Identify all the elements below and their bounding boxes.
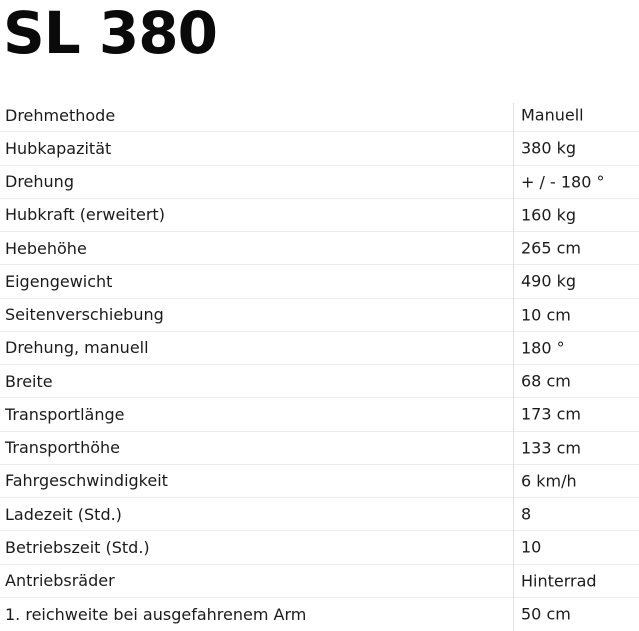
spec-row: Breite 68 cm: [0, 365, 639, 399]
spec-value: 10 cm: [521, 305, 571, 325]
spec-value: Hinterrad: [521, 571, 597, 591]
spec-value: 173 cm: [521, 404, 582, 424]
spec-value: 490 kg: [521, 271, 577, 291]
spec-value: 265 cm: [521, 238, 582, 258]
spec-label: Hebehöhe: [5, 238, 87, 258]
spec-label: Eigengewicht: [5, 271, 113, 291]
spec-label: Ladezeit (Std.): [5, 504, 122, 524]
spec-label: Seitenverschiebung: [5, 305, 164, 325]
spec-row: Drehung + / - 180 °: [0, 166, 639, 199]
spec-row: Eigengewicht 490 kg: [0, 265, 639, 299]
spec-label: Transportlänge: [5, 404, 125, 424]
spec-row: Transportlänge 173 cm: [0, 398, 639, 432]
spec-row: Ladezeit (Std.) 8: [0, 498, 639, 532]
spec-value: 180 °: [521, 338, 565, 358]
spec-row: Hubkraft (erweitert) 160 kg: [0, 199, 639, 232]
spec-value: 50 cm: [521, 604, 571, 624]
spec-label: Betriebszeit (Std.): [5, 537, 150, 557]
spec-label: Hubkapazität: [5, 138, 112, 158]
spec-label: Transporthöhe: [5, 438, 120, 458]
spec-value: 10: [521, 537, 542, 557]
spec-value: 68 cm: [521, 371, 571, 391]
spec-row: Seitenverschiebung 10 cm: [0, 299, 639, 332]
spec-row: Drehmethode Manuell: [0, 99, 639, 133]
spec-value: Manuell: [521, 105, 584, 125]
spec-value: 380 kg: [521, 138, 577, 158]
spec-row: Drehung, manuell 180 °: [0, 332, 639, 365]
spec-value: 160 kg: [521, 205, 577, 225]
spec-row: Antriebsräder Hinterrad: [0, 565, 639, 598]
page-title: SL 380: [3, 0, 218, 67]
spec-value: 6 km/h: [521, 471, 577, 491]
spec-row: 1. reichweite bei ausgefahrenem Arm 50 c…: [0, 598, 639, 631]
spec-label: Drehung, manuell: [5, 338, 149, 358]
spec-value: + / - 180 °: [521, 172, 605, 192]
spec-row: Hebehöhe 265 cm: [0, 232, 639, 266]
spec-label: Antriebsräder: [5, 571, 115, 591]
spec-label: Fahrgeschwindigkeit: [5, 471, 168, 491]
spec-label: Drehmethode: [5, 105, 116, 125]
spec-row: Transporthöhe 133 cm: [0, 432, 639, 465]
spec-value: 133 cm: [521, 438, 582, 458]
spec-value: 8: [521, 504, 532, 524]
spec-label: Hubkraft (erweitert): [5, 205, 165, 225]
spec-row: Hubkapazität 380 kg: [0, 132, 639, 166]
spec-label: Drehung: [5, 172, 74, 192]
spec-row: Fahrgeschwindigkeit 6 km/h: [0, 465, 639, 498]
spec-label: 1. reichweite bei ausgefahrenem Arm: [5, 604, 307, 624]
spec-label: Breite: [5, 371, 53, 391]
spec-table: Drehmethode Manuell Hubkapazität 380 kg …: [0, 99, 639, 631]
spec-row: Betriebszeit (Std.) 10: [0, 531, 639, 565]
column-divider: [513, 103, 514, 631]
